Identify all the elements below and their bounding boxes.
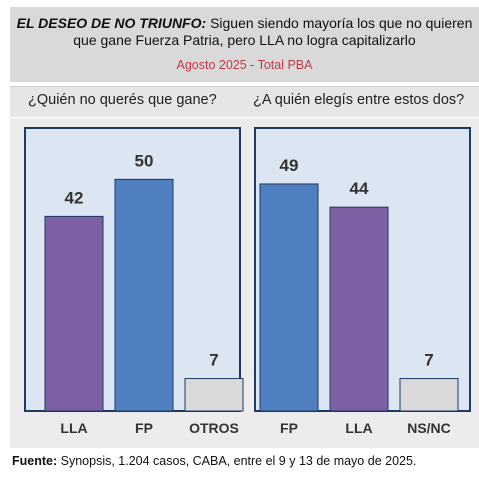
- question-left: ¿Quién no querés que gane?: [28, 92, 217, 108]
- title-rest: Siguen siendo mayoría los que no quieren…: [73, 15, 473, 48]
- bar-otros-1: [184, 378, 244, 412]
- category-label: OTROS: [189, 420, 239, 436]
- bar-lla-1: [44, 215, 104, 412]
- value-label: 49: [280, 156, 299, 175]
- value-label: 7: [209, 351, 218, 370]
- value-label: 7: [424, 351, 433, 370]
- category-label: FP: [135, 420, 153, 436]
- category-label: LLA: [345, 420, 372, 436]
- value-label: 50: [135, 151, 154, 170]
- value-label: 44: [350, 179, 369, 198]
- header-banner: EL DESEO DE NO TRIUNFO: Siguen siendo ma…: [10, 7, 479, 82]
- value-label: 42: [65, 188, 84, 207]
- questions-row: ¿Quién no querés que gane? ¿A quién eleg…: [10, 86, 479, 117]
- charts-area: 42 LLA 50 FP 7 OTROS 49 FP 44 LLA 7 NS/NC: [10, 118, 479, 448]
- bar-fp-1: [114, 178, 174, 412]
- chart-title: EL DESEO DE NO TRIUNFO: Siguen siendo ma…: [10, 15, 479, 49]
- category-label: LLA: [60, 420, 87, 436]
- category-label: NS/NC: [407, 420, 451, 436]
- bar-fp-2: [259, 183, 319, 412]
- source-label: Fuente:: [12, 454, 58, 468]
- question-right: ¿A quién elegís entre estos dos?: [253, 92, 465, 108]
- chart-subtitle: Agosto 2025 - Total PBA: [176, 58, 313, 72]
- bar-nsnc-2: [399, 378, 459, 412]
- bar-lla-2: [329, 206, 389, 412]
- source-text: Synopsis, 1.204 casos, CABA, entre el 9 …: [60, 454, 417, 468]
- charts-svg: 42 LLA 50 FP 7 OTROS 49 FP 44 LLA 7 NS/NC: [24, 127, 471, 436]
- source-note: Fuente: Synopsis, 1.204 casos, CABA, ent…: [12, 454, 416, 468]
- title-bold: EL DESEO DE NO TRIUNFO:: [16, 15, 207, 31]
- category-label: FP: [280, 420, 298, 436]
